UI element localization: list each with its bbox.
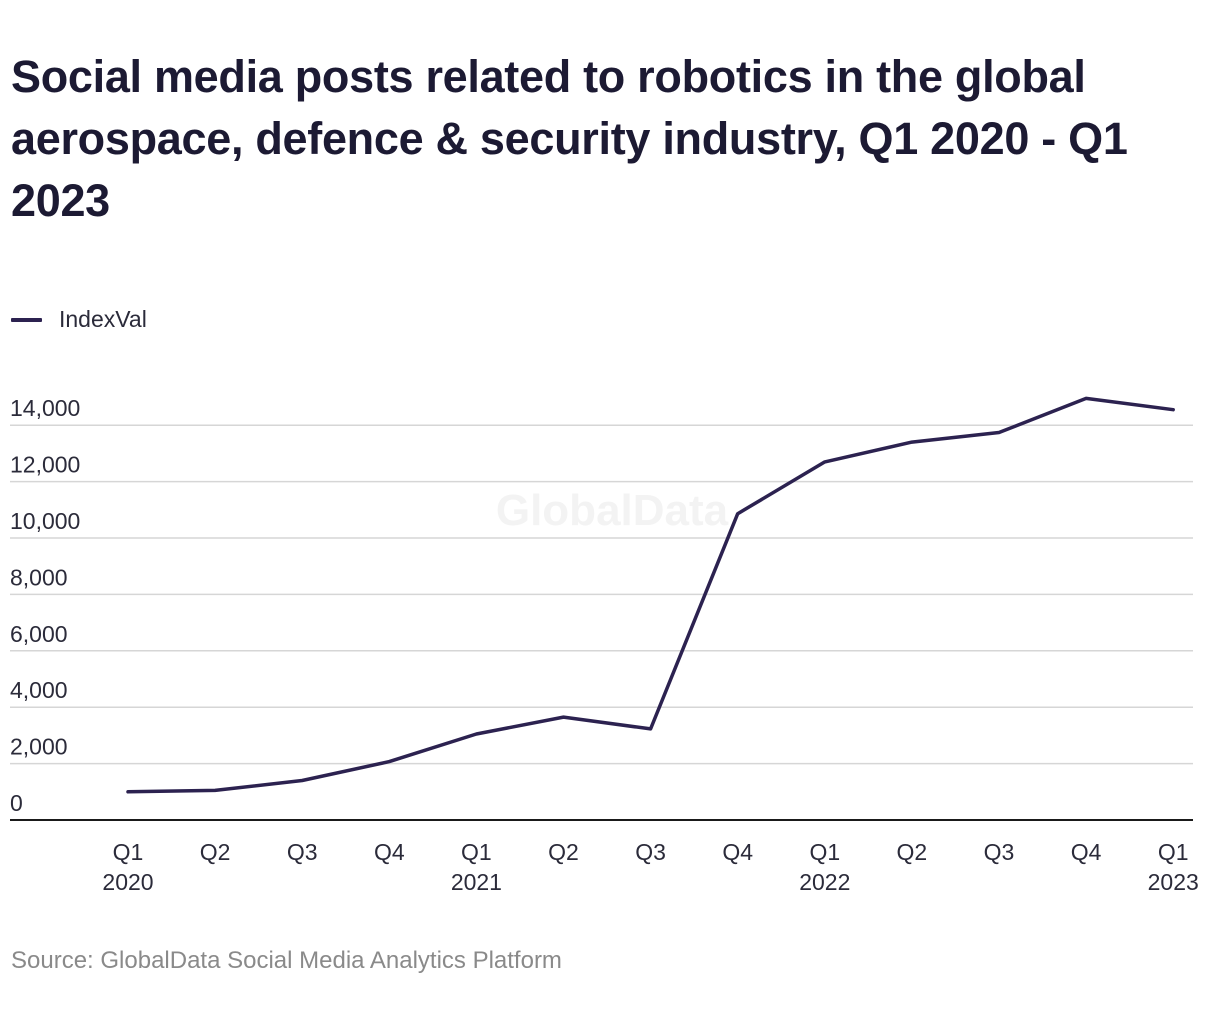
gridlines [10, 424, 1193, 821]
x-tick-label: Q2 [548, 839, 579, 865]
legend-label-indexval: IndexVal [59, 306, 147, 332]
x-tick-year-label: 2020 [102, 869, 153, 895]
series-layer [126, 396, 1175, 794]
x-tick-year-label: 2022 [799, 869, 850, 895]
watermark: GlobalData [496, 486, 729, 535]
x-tick-label: Q2 [200, 839, 231, 865]
y-axis: 0 2,000 4,000 6,000 8,000 10,000 12,000 14,000 [10, 395, 80, 816]
x-tick-label: Q2 [897, 839, 928, 865]
y-tick-label: 8,000 [10, 564, 68, 590]
y-tick-label: 4,000 [10, 677, 68, 703]
y-tick-label: 12,000 [10, 452, 80, 478]
x-tick-label: Q4 [1071, 839, 1102, 865]
legend: IndexVal [11, 306, 147, 333]
x-tick-year-label: 2021 [451, 869, 502, 895]
chart-title: Social media posts related to robotics i… [11, 51, 1128, 226]
x-tick-label: Q4 [722, 839, 753, 865]
y-tick-label: 0 [10, 790, 23, 816]
series-line-indexval [126, 396, 1175, 794]
x-tick-year-label: 2023 [1148, 869, 1199, 895]
legend-swatch-indexval [11, 317, 42, 322]
x-tick-label: Q1 [809, 839, 840, 865]
source-note: Source: GlobalData Social Media Analytic… [11, 947, 562, 974]
x-tick-label: Q3 [984, 839, 1015, 865]
x-tick-label: Q3 [635, 839, 666, 865]
x-tick-label: Q1 [1158, 839, 1189, 865]
y-tick-label: 6,000 [10, 621, 68, 647]
x-tick-label: Q4 [374, 839, 405, 865]
line-chart: GlobalData 0 2,000 4,000 6,000 8,000 10,000 12… [10, 395, 1199, 895]
x-tick-label: Q1 [461, 839, 492, 865]
y-tick-label: 10,000 [10, 508, 80, 534]
x-tick-label: Q3 [287, 839, 318, 865]
x-axis: Q1 2020 Q2 Q3 Q4 Q1 2021 Q2 Q3 Q4 Q1 2022 Q2 Q3 Q4 Q1 20… [102, 839, 1198, 895]
y-tick-label: 14,000 [10, 395, 80, 421]
y-tick-label: 2,000 [10, 734, 68, 760]
x-tick-label: Q1 [113, 839, 144, 865]
